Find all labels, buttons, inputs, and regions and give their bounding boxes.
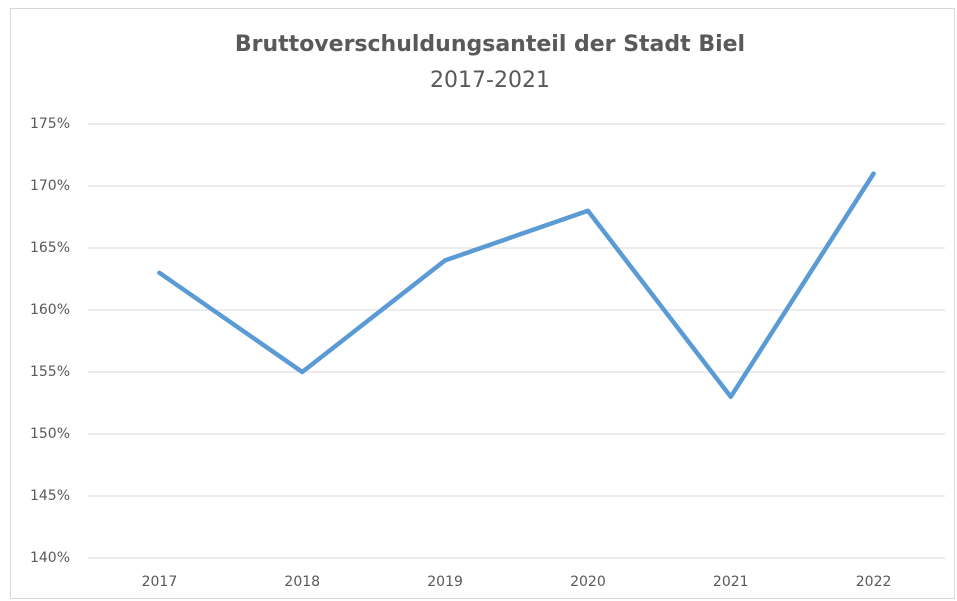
chart-title: Bruttoverschuldungsanteil der Stadt Biel xyxy=(235,32,745,57)
x-tick-label: 2022 xyxy=(856,574,892,590)
y-tick-label: 155% xyxy=(30,364,70,380)
chart-frame xyxy=(10,8,955,599)
x-tick-label: 2021 xyxy=(713,574,749,590)
x-tick-label: 2020 xyxy=(570,574,606,590)
y-tick-label: 170% xyxy=(30,178,70,194)
y-tick-label: 145% xyxy=(30,488,70,504)
y-tick-label: 140% xyxy=(30,550,70,566)
data-line xyxy=(157,171,876,400)
x-tick-label: 2017 xyxy=(142,574,178,590)
y-tick-label: 160% xyxy=(30,302,70,318)
y-tick-label: 175% xyxy=(30,116,70,132)
x-tick-label: 2019 xyxy=(427,574,463,590)
x-tick-label: 2018 xyxy=(284,574,320,590)
chart-subtitle: 2017-2021 xyxy=(430,68,550,93)
y-tick-label: 150% xyxy=(30,426,70,442)
y-tick-label: 165% xyxy=(30,240,70,256)
